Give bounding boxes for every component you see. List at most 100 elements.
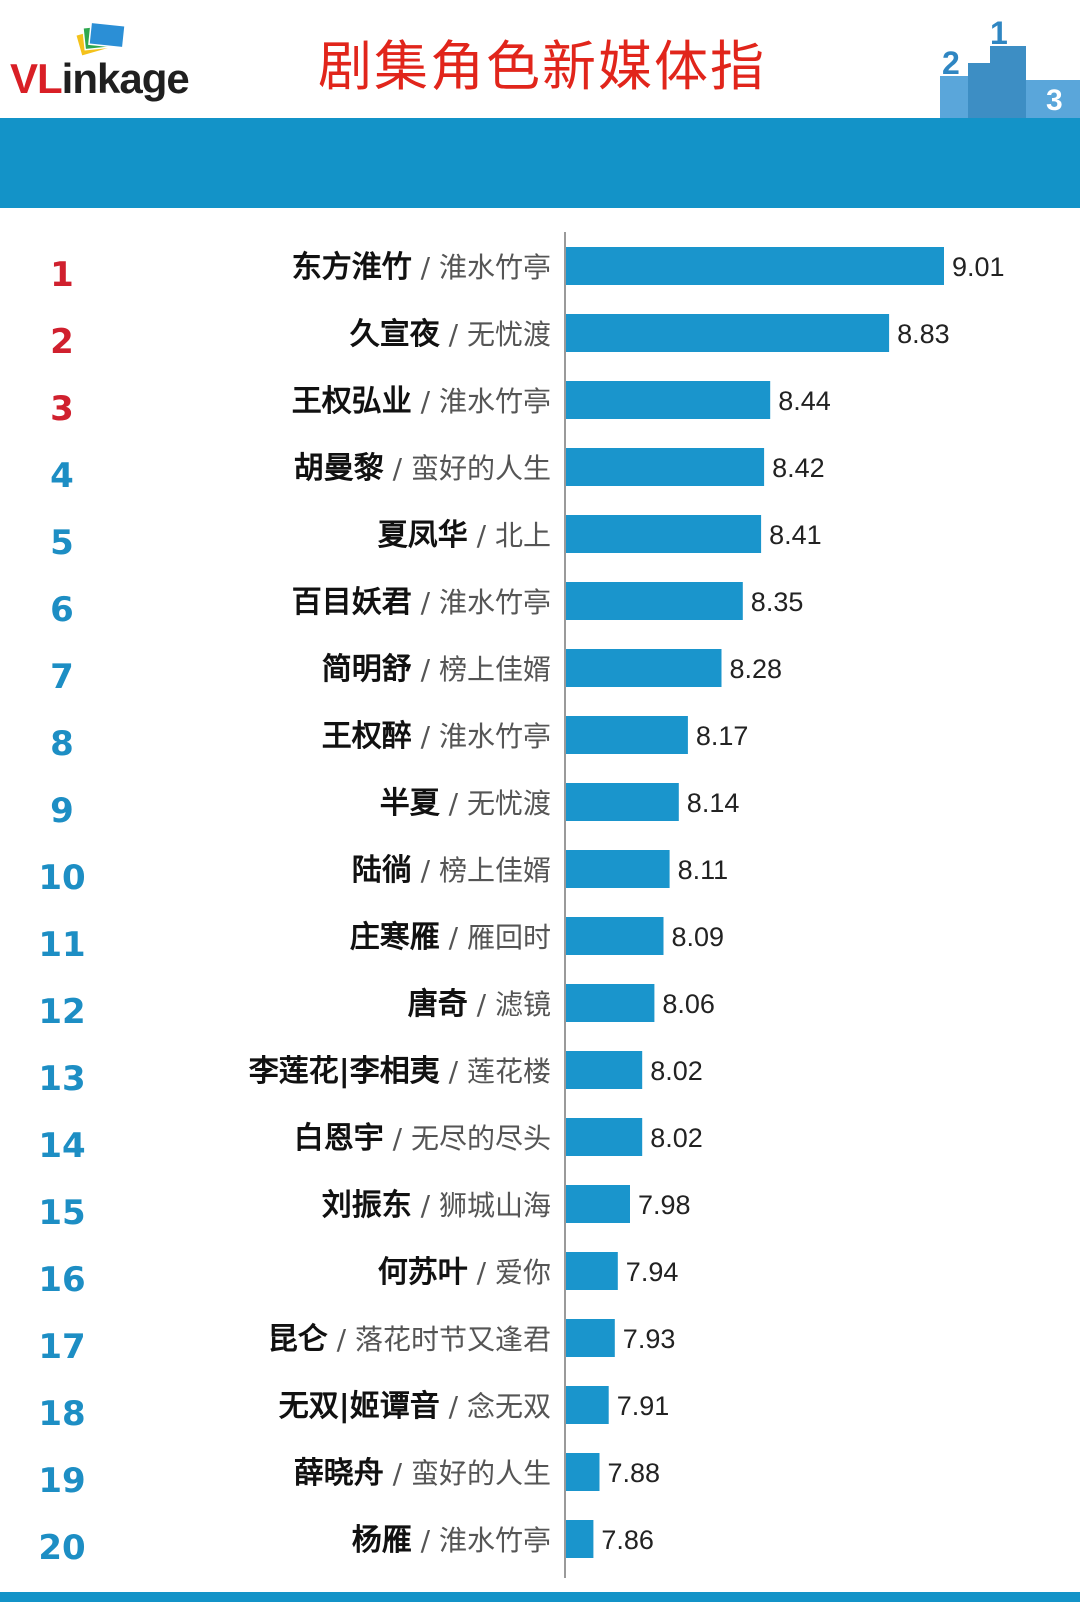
show-title: / 淮水竹亭 xyxy=(412,1524,551,1557)
category-label: 无双|姬谭音 / 念无双 xyxy=(279,1389,551,1424)
character-name: 东方淮竹 xyxy=(292,250,412,285)
category-label: 陆徜 / 榜上佳婿 xyxy=(352,853,551,888)
show-title: / 念无双 xyxy=(440,1390,551,1423)
value-label: 8.11 xyxy=(678,855,729,885)
value-label: 8.42 xyxy=(772,453,825,483)
rank-label: 12 xyxy=(38,992,85,1032)
podium-number-1: 1 xyxy=(990,18,1008,51)
show-title: / 榜上佳婿 xyxy=(412,653,551,686)
rank-label: 3 xyxy=(50,389,74,429)
header: VLinkage 剧集角色新媒体指 2 1 3 xyxy=(0,0,1080,118)
value-label: 7.88 xyxy=(608,1458,661,1488)
logo-vl-text: VL xyxy=(10,55,63,102)
character-name: 薛晓舟 xyxy=(294,1456,384,1491)
vlinkage-logo: VLinkage xyxy=(10,18,240,108)
category-label: 半夏 / 无忧渡 xyxy=(380,786,551,821)
rank-label: 6 xyxy=(50,590,74,630)
rank-label: 10 xyxy=(38,858,85,898)
show-title: / 落花时节又逢君 xyxy=(328,1323,551,1356)
character-name: 何苏叶 xyxy=(378,1255,468,1290)
rank-label: 2 xyxy=(50,322,74,362)
category-label: 刘振东 / 狮城山海 xyxy=(322,1188,551,1223)
bar xyxy=(566,1520,594,1558)
bar xyxy=(566,448,765,486)
category-label: 昆仑 / 落花时节又逢君 xyxy=(268,1322,551,1357)
show-title: / 淮水竹亭 xyxy=(412,720,551,753)
character-name: 昆仑 xyxy=(268,1322,328,1357)
rank-label: 13 xyxy=(38,1059,85,1099)
category-label: 何苏叶 / 爱你 xyxy=(378,1255,551,1290)
category-label: 东方淮竹 / 淮水竹亭 xyxy=(292,250,551,285)
value-label: 8.83 xyxy=(897,319,950,349)
value-label: 7.91 xyxy=(617,1391,670,1421)
rank-label: 17 xyxy=(38,1327,85,1367)
podium-number-2: 2 xyxy=(942,45,960,81)
bar xyxy=(566,381,771,419)
value-label: 8.14 xyxy=(687,788,740,818)
value-label: 8.28 xyxy=(730,654,783,684)
bar xyxy=(566,1453,600,1491)
category-label: 胡曼黎 / 蛮好的人生 xyxy=(294,451,551,486)
value-label: 7.98 xyxy=(638,1190,691,1220)
category-label: 久宣夜 / 无忧渡 xyxy=(350,317,551,352)
value-label: 8.09 xyxy=(672,922,725,952)
rank-label: 11 xyxy=(38,925,85,965)
category-label: 夏凤华 / 北上 xyxy=(378,518,551,553)
value-label: 8.06 xyxy=(662,989,715,1019)
rank-label: 8 xyxy=(50,724,74,764)
show-title: / 莲花楼 xyxy=(440,1055,551,1088)
show-title: / 无尽的尽头 xyxy=(384,1122,551,1155)
value-label: 8.44 xyxy=(778,386,831,416)
show-title: / 榜上佳婿 xyxy=(412,854,551,887)
value-label: 8.02 xyxy=(650,1123,703,1153)
show-title: / 滤镜 xyxy=(468,988,551,1021)
character-name: 李莲花|李相夷 xyxy=(249,1054,440,1089)
category-label: 薛晓舟 / 蛮好的人生 xyxy=(294,1456,551,1491)
podium-icon: 2 1 3 xyxy=(940,18,1080,118)
show-title: / 淮水竹亭 xyxy=(412,251,551,284)
logo-wordmark: VLinkage xyxy=(10,55,190,102)
character-name: 无双|姬谭音 xyxy=(279,1389,440,1424)
bar xyxy=(566,314,890,352)
show-title: / 雁回时 xyxy=(440,921,551,954)
character-name: 庄寒雁 xyxy=(350,920,440,955)
category-label: 百目妖君 / 淮水竹亭 xyxy=(292,585,551,620)
show-title: / 淮水竹亭 xyxy=(412,385,551,418)
chart-rows: 1 东方淮竹 / 淮水竹亭 9.01 2 久宣夜 / 无忧渡 8.83 3 王权弘业 / 淮水… xyxy=(38,247,1005,1568)
character-name: 王权醉 xyxy=(322,719,412,754)
character-name: 唐奇 xyxy=(408,987,468,1022)
show-title: / 淮水竹亭 xyxy=(412,586,551,619)
show-title: / 无忧渡 xyxy=(440,787,551,820)
bar xyxy=(566,850,670,888)
show-title: / 无忧渡 xyxy=(440,318,551,351)
value-label: 8.02 xyxy=(650,1056,703,1086)
show-title: / 狮城山海 xyxy=(412,1189,551,1222)
rank-label: 16 xyxy=(38,1260,85,1300)
bar xyxy=(566,515,762,553)
bar xyxy=(566,984,655,1022)
category-label: 杨雁 / 淮水竹亭 xyxy=(352,1523,551,1558)
show-title: / 北上 xyxy=(468,519,551,552)
bar xyxy=(566,917,664,955)
page-title: 剧集角色新媒体指 xyxy=(318,35,766,98)
show-title: / 蛮好的人生 xyxy=(384,1457,551,1490)
show-title: / 蛮好的人生 xyxy=(384,452,551,485)
bar xyxy=(566,1252,618,1290)
bar xyxy=(566,783,679,821)
ranking-bar-chart: 1 东方淮竹 / 淮水竹亭 9.01 2 久宣夜 / 无忧渡 8.83 3 王权弘业 / 淮水… xyxy=(38,232,1005,1578)
logo-rest-text: inkage xyxy=(61,55,190,102)
value-label: 9.01 xyxy=(952,252,1005,282)
rank-label: 1 xyxy=(50,255,74,295)
character-name: 白恩宇 xyxy=(294,1121,384,1156)
rank-label: 14 xyxy=(38,1126,85,1166)
show-title: / 爱你 xyxy=(468,1256,551,1289)
bar xyxy=(566,247,944,285)
category-label: 唐奇 / 滤镜 xyxy=(408,987,551,1022)
value-label: 7.86 xyxy=(601,1525,654,1555)
rank-label: 19 xyxy=(38,1461,85,1501)
character-name: 百目妖君 xyxy=(292,585,412,620)
value-label: 8.35 xyxy=(751,587,804,617)
value-label: 7.93 xyxy=(623,1324,676,1354)
character-name: 王权弘业 xyxy=(292,384,412,419)
value-label: 8.17 xyxy=(696,721,749,751)
